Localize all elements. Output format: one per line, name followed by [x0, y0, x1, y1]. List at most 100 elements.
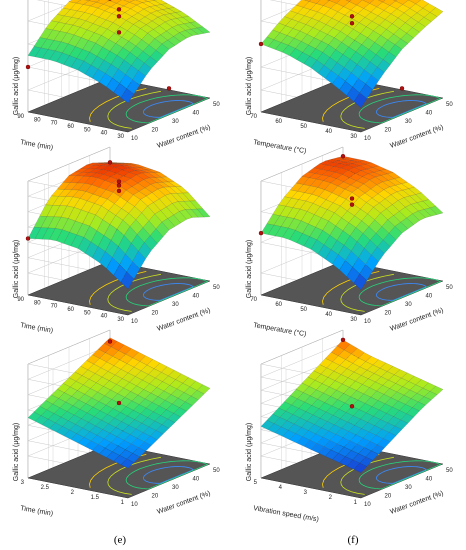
surface-facet	[353, 462, 368, 473]
surface-facet	[346, 86, 360, 102]
x-tick-label: 20	[152, 494, 159, 500]
x-tick-label: 30	[172, 485, 179, 491]
surface-facet	[62, 175, 77, 183]
surface-facet	[346, 459, 360, 470]
surface-facet	[386, 23, 400, 35]
y-tick-label: 60	[275, 119, 282, 125]
surface-facet	[364, 239, 378, 256]
surface-facet	[166, 403, 180, 414]
surface-facet	[310, 178, 324, 188]
surface-facet	[98, 10, 113, 21]
x-tick-label: 50	[446, 468, 453, 474]
surface-facet	[322, 430, 336, 441]
floor-contour	[125, 460, 209, 490]
surface-facet	[309, 226, 323, 241]
x-tick-label: 20	[385, 128, 392, 134]
chart-panel: 00.20.40.60.811.210203040503040506070809…	[13, 146, 220, 363]
surface-facet	[362, 0, 375, 4]
floor-contour	[125, 94, 209, 124]
panel-label: (f)	[348, 534, 359, 546]
surface-facet	[131, 234, 145, 252]
surface-facet	[109, 43, 124, 56]
surface-facet	[357, 160, 373, 165]
y-tick-label: 30	[350, 134, 357, 140]
surface-facet	[95, 0, 110, 5]
floor-contour	[340, 273, 394, 312]
z-axis-label: Gallic acid (μg/mg)	[246, 57, 253, 116]
surface-facet	[82, 212, 96, 227]
surface-facet	[115, 36, 129, 48]
surface-facet	[116, 378, 130, 389]
y-tick-label: 70	[250, 114, 257, 120]
y-tick-label: 1.5	[91, 495, 100, 501]
y-tick-label: 40	[101, 314, 108, 320]
data-point	[116, 188, 122, 194]
surface-facet	[354, 208, 368, 222]
surface-facet	[337, 393, 351, 404]
surface-facet	[374, 175, 389, 183]
surface-facet	[99, 189, 114, 200]
surface-facet	[349, 173, 363, 182]
y-tick-label: 1	[121, 500, 125, 506]
surface-facet	[392, 400, 406, 411]
surface-facet	[140, 24, 154, 34]
x-tick-label: 50	[213, 468, 220, 474]
x-tick-label: 30	[405, 302, 412, 308]
surface-facet	[405, 17, 419, 28]
surface-facet	[293, 417, 308, 428]
surface-facet	[105, 240, 119, 258]
surface-facet	[81, 29, 95, 41]
surface-facet	[125, 348, 139, 359]
surface-facet	[393, 410, 407, 421]
surface-facet	[267, 224, 282, 237]
surface-facet	[107, 365, 122, 376]
surface-facet	[393, 177, 408, 184]
surface-facet	[393, 211, 407, 223]
floor-contour	[375, 100, 428, 118]
floor-contour	[107, 90, 161, 129]
surface-facet	[340, 412, 354, 423]
surface-facet	[341, 170, 356, 178]
surface-facet	[312, 408, 327, 419]
surface-facet	[49, 422, 63, 433]
surface-facet	[110, 384, 124, 394]
surface-facet	[353, 273, 368, 291]
x-axis-label: Water content (%)	[389, 490, 444, 516]
surface-facet	[328, 0, 341, 4]
surface-facet	[417, 396, 432, 406]
surface-facet	[380, 413, 394, 424]
surface-facet	[369, 381, 383, 392]
surface-facet	[146, 402, 160, 413]
surface-facet	[168, 369, 182, 380]
chart-panel: -0.200.20.40.60.81102030405011.522.53Wat…	[13, 329, 220, 546]
surface-facet	[343, 235, 358, 252]
surface-facet	[313, 364, 327, 375]
surface-facet	[159, 400, 173, 410]
surface-facet	[275, 42, 289, 53]
surface-facet	[344, 396, 359, 407]
surface-facet	[184, 29, 199, 36]
surface-facet	[260, 36, 275, 47]
surface-facet	[338, 402, 353, 413]
surface-facet	[365, 450, 379, 461]
surface-facet	[314, 373, 329, 384]
surface-facet	[367, 206, 381, 221]
y-tick-label: 4	[279, 485, 283, 491]
x-tick-label: 40	[426, 477, 433, 483]
surface-facet	[351, 187, 366, 198]
x-axis-label: Water content (%)	[156, 490, 211, 516]
surface-facet	[84, 0, 91, 1]
surface-facet	[120, 88, 135, 104]
surface-facet	[314, 417, 328, 428]
surface-facet	[123, 52, 138, 66]
surface-facet	[345, 250, 359, 268]
surface-facet	[45, 195, 59, 206]
surface-facet	[121, 201, 135, 214]
surface-facet	[132, 70, 146, 86]
surface-facet	[179, 401, 193, 412]
surface-facet	[56, 426, 70, 437]
surface-facet	[116, 47, 131, 61]
x-tick-label: 10	[364, 319, 371, 325]
surface-facet	[343, 440, 358, 451]
surface-facet	[331, 399, 346, 410]
